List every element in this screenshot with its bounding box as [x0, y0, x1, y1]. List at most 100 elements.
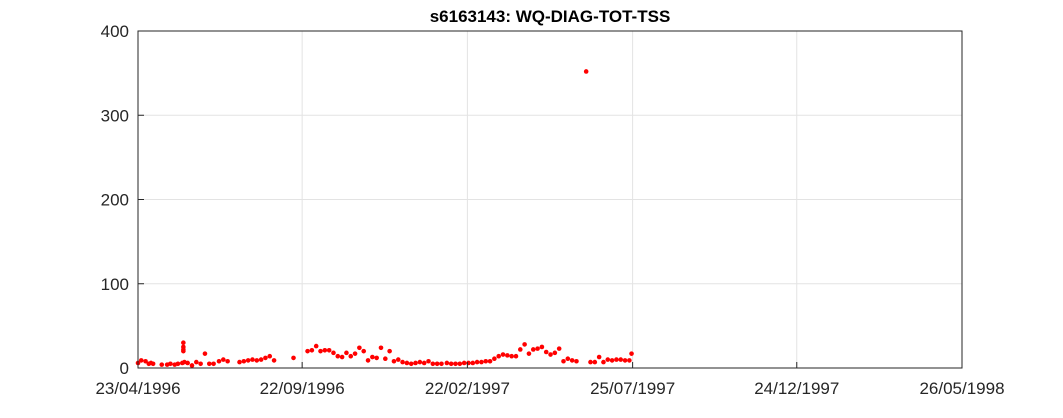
- data-point: [530, 347, 536, 352]
- chart-title: s6163143: WQ-DIAG-TOT-TSS: [430, 7, 671, 26]
- data-point: [211, 361, 216, 367]
- data-point: [245, 358, 251, 363]
- data-point: [500, 352, 506, 357]
- y-tick-label: 100: [101, 275, 129, 294]
- data-point: [400, 359, 405, 365]
- data-point: [439, 361, 444, 367]
- data-point: [444, 360, 450, 366]
- data-point: [466, 360, 471, 366]
- data-point: [535, 346, 540, 351]
- data-point: [365, 358, 371, 363]
- data-point: [250, 357, 255, 362]
- data-point: [159, 362, 165, 367]
- data-point: [496, 353, 502, 359]
- data-point: [561, 358, 566, 364]
- data-point: [548, 352, 553, 357]
- data-point: [378, 345, 384, 351]
- data-point: [492, 356, 497, 362]
- data-point: [404, 360, 410, 366]
- data-point: [150, 361, 156, 367]
- data-point: [421, 360, 427, 366]
- data-point: [622, 358, 628, 363]
- data-point: [629, 351, 634, 356]
- data-point: [175, 361, 181, 367]
- data-point: [457, 361, 463, 367]
- data-point: [221, 357, 226, 362]
- data-point: [596, 354, 602, 360]
- data-point: [487, 358, 493, 364]
- data-point: [374, 355, 379, 361]
- data-point: [194, 359, 199, 365]
- y-tick-label: 400: [101, 22, 129, 41]
- x-axis-tick-labels: 23/04/1996 22/09/1996 22/02/1997 25/07/1997…: [95, 379, 1004, 398]
- data-point: [509, 353, 514, 359]
- y-tick-label: 200: [101, 191, 129, 210]
- x-tick-label: 22/02/1997: [425, 379, 510, 398]
- x-tick-label: 25/07/1997: [590, 379, 675, 398]
- data-point: [258, 357, 264, 362]
- data-point: [556, 346, 562, 351]
- data-points: [135, 69, 634, 368]
- data-point: [461, 360, 467, 366]
- data-point: [383, 356, 388, 362]
- data-point: [185, 360, 190, 366]
- data-point: [326, 348, 332, 353]
- data-point: [216, 358, 222, 364]
- data-point: [313, 343, 319, 349]
- data-point: [305, 348, 310, 354]
- data-point: [391, 358, 397, 364]
- data-point: [483, 358, 489, 364]
- data-point: [143, 358, 148, 364]
- data-point: [552, 350, 558, 356]
- data-point: [263, 355, 268, 361]
- y-axis-tick-labels: 0 100 200 300 400: [101, 22, 129, 378]
- data-point: [202, 351, 208, 356]
- data-point: [434, 361, 440, 367]
- data-point: [526, 351, 532, 356]
- data-point: [254, 358, 260, 363]
- data-point: [241, 358, 247, 364]
- data-point: [614, 357, 619, 362]
- data-point: [267, 353, 273, 359]
- data-point: [588, 359, 593, 365]
- data-point: [583, 69, 589, 74]
- data-point: [370, 354, 375, 360]
- data-point: [331, 350, 336, 356]
- x-tick-label: 24/12/1997: [754, 379, 839, 398]
- data-point: [168, 361, 173, 367]
- data-point: [413, 360, 418, 366]
- data-point: [237, 359, 242, 365]
- data-point: [206, 361, 212, 367]
- data-point: [592, 359, 598, 365]
- data-point: [322, 348, 328, 353]
- data-point: [601, 359, 606, 365]
- data-point: [357, 345, 362, 351]
- data-point: [189, 363, 195, 368]
- axis-ticks: [137, 30, 963, 369]
- y-tick-label: 300: [101, 106, 129, 125]
- data-point: [453, 361, 458, 367]
- data-point: [426, 358, 431, 364]
- data-point: [513, 353, 519, 359]
- data-point: [335, 353, 341, 359]
- data-point: [605, 357, 611, 362]
- data-point: [448, 361, 454, 367]
- data-point: [198, 361, 203, 367]
- data-point: [181, 348, 186, 354]
- x-tick-label: 22/09/1996: [260, 379, 345, 398]
- data-point: [417, 359, 423, 365]
- data-point: [543, 349, 549, 355]
- data-point: [344, 350, 349, 356]
- x-tick-label: 26/05/1998: [919, 379, 1004, 398]
- data-point: [309, 348, 315, 353]
- data-point: [539, 344, 545, 350]
- data-point: [387, 348, 392, 354]
- data-point: [138, 358, 144, 363]
- data-point: [609, 358, 615, 363]
- data-point: [361, 348, 367, 354]
- data-point: [574, 358, 579, 364]
- data-point: [474, 359, 480, 365]
- x-tick-label: 23/04/1996: [95, 379, 180, 398]
- data-point: [318, 348, 323, 354]
